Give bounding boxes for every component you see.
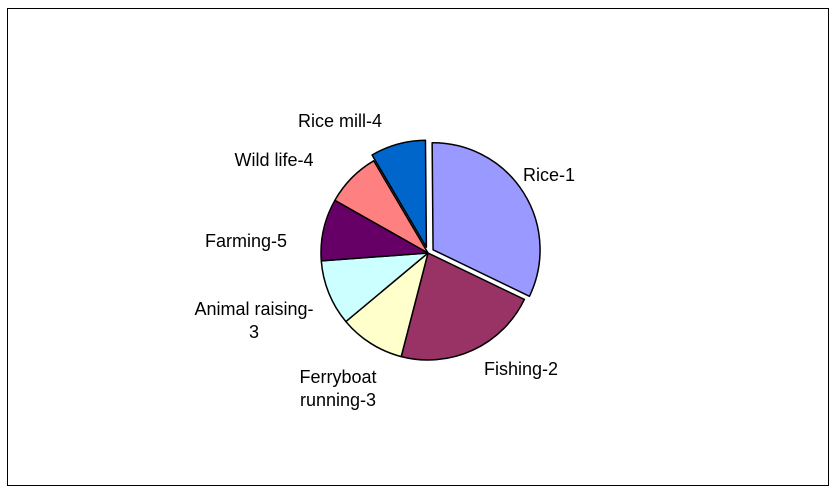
pie-chart: Rice-1 Fishing-2 Ferryboat running-3 Animal … [194,111,575,410]
pie-labels: Rice-1 Fishing-2 Ferryboat running-3 Animal … [194,111,575,410]
pie-slice [371,139,428,248]
slice-label: Animal raising-3 [194,299,313,342]
slice-label: Farming-5 [205,231,287,251]
chart-area: Rice-1 Fishing-2 Ferryboat running-3 Animal … [7,8,829,486]
slice-label: Rice-1 [523,165,575,185]
pie-slice [400,252,526,361]
slice-label: Fishing-2 [484,359,558,379]
pie-slice [334,160,429,254]
slice-label: Wild life-4 [234,150,313,170]
slice-label: Ferryboat running-3 [299,367,376,410]
pie-slice [431,142,541,298]
slice-label: Rice mill-4 [298,111,382,131]
pie-slices [320,139,541,361]
